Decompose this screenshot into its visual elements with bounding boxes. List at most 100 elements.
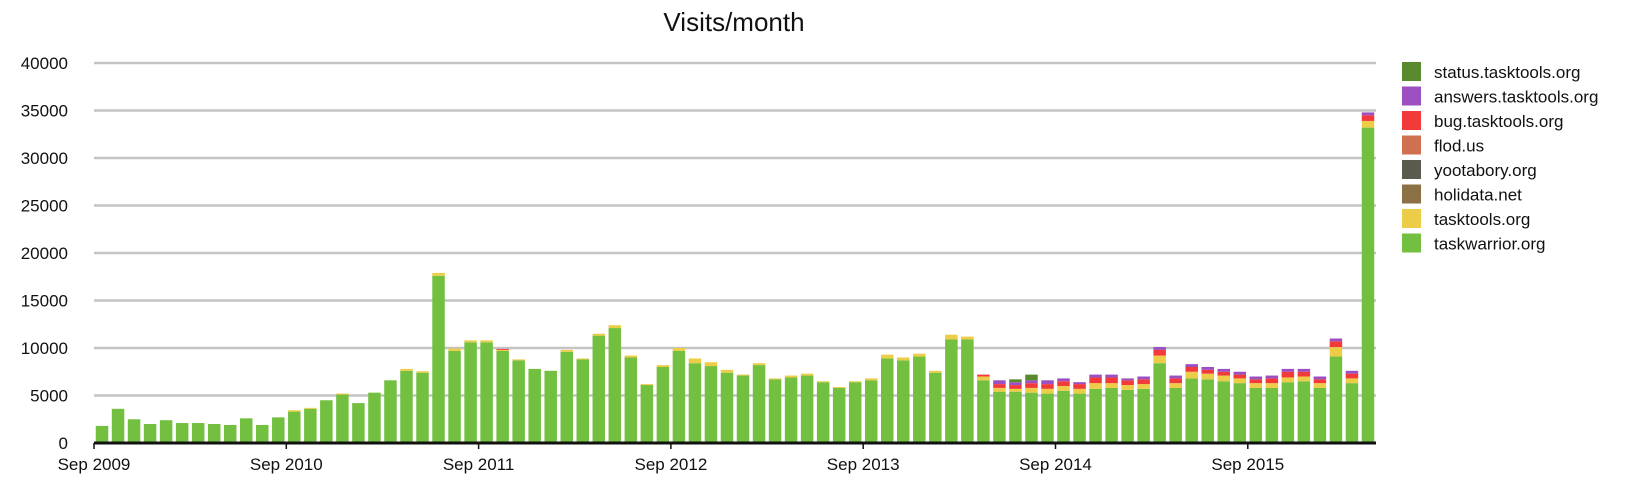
legend-swatch bbox=[1402, 209, 1421, 228]
bar-segment bbox=[624, 357, 638, 443]
bar-segment bbox=[913, 356, 926, 443]
bar-segment bbox=[1105, 377, 1118, 384]
bar-segment bbox=[1057, 386, 1070, 391]
bar-segment bbox=[1265, 378, 1279, 384]
bar-segment bbox=[1009, 385, 1022, 389]
bar-segment bbox=[432, 272, 445, 276]
bar-segment bbox=[945, 334, 958, 340]
bar-segment bbox=[496, 348, 509, 350]
bar-stack bbox=[1169, 375, 1182, 443]
bar-stack bbox=[528, 368, 541, 443]
bar-segment bbox=[961, 339, 974, 443]
bar-segment bbox=[880, 354, 894, 359]
bar-segment bbox=[832, 386, 846, 388]
bar-segment bbox=[1233, 378, 1247, 384]
bar-segment bbox=[961, 336, 974, 340]
bar-segment bbox=[993, 391, 1006, 443]
bar-segment bbox=[1249, 379, 1263, 384]
bar-stack bbox=[1233, 371, 1247, 443]
legend-swatch bbox=[1402, 233, 1421, 253]
bar-segment bbox=[1105, 387, 1118, 443]
legend-swatch bbox=[1402, 160, 1421, 179]
bar-stack bbox=[1089, 374, 1102, 443]
bar-stack bbox=[1185, 364, 1198, 443]
bar-segment bbox=[1185, 371, 1198, 379]
bar-stack bbox=[752, 363, 766, 443]
bar-segment bbox=[1169, 387, 1182, 443]
bar-segment bbox=[207, 424, 221, 443]
bar-segment bbox=[1185, 367, 1198, 372]
bar-segment bbox=[656, 365, 670, 367]
bar-stack bbox=[977, 374, 990, 443]
bar-segment bbox=[480, 340, 493, 343]
bar-segment bbox=[576, 359, 590, 443]
bar-stack bbox=[832, 386, 846, 443]
bar-stack bbox=[1329, 338, 1343, 443]
bar-segment bbox=[1121, 380, 1134, 386]
y-tick-label: 25000 bbox=[21, 197, 68, 216]
bar-segment bbox=[768, 379, 782, 443]
bar-segment bbox=[848, 381, 862, 383]
bar-segment bbox=[1009, 391, 1022, 443]
bar-segment bbox=[352, 403, 365, 443]
bar-segment bbox=[977, 376, 990, 381]
bar-segment bbox=[880, 358, 894, 443]
bar-stack bbox=[848, 381, 862, 443]
bar-stack bbox=[1009, 379, 1022, 443]
bar-stack bbox=[720, 369, 734, 443]
bar-stack bbox=[1217, 368, 1231, 443]
bar-segment bbox=[1329, 347, 1343, 357]
bar-stack bbox=[560, 349, 573, 443]
bar-stack bbox=[111, 408, 125, 443]
legend-label: status.tasktools.org bbox=[1434, 63, 1580, 82]
x-tick-label: Sep 2013 bbox=[827, 455, 900, 474]
bar-segment bbox=[1089, 377, 1102, 384]
bar-segment bbox=[1025, 387, 1038, 393]
bar-segment bbox=[704, 362, 718, 367]
bar-stack bbox=[239, 418, 253, 443]
bar-segment bbox=[929, 370, 942, 373]
bar-segment bbox=[1313, 379, 1327, 384]
bar-stack bbox=[288, 410, 301, 443]
bar-segment bbox=[1153, 355, 1166, 364]
bar-stack bbox=[512, 359, 525, 443]
bar-stack bbox=[432, 272, 445, 443]
bar-segment bbox=[768, 378, 782, 380]
legend-label: flod.us bbox=[1434, 137, 1484, 156]
bar-segment bbox=[1137, 379, 1150, 385]
bar-segment bbox=[416, 371, 429, 373]
bar-segment bbox=[1041, 388, 1054, 394]
bar-segment bbox=[528, 368, 541, 443]
bar-segment bbox=[1201, 373, 1214, 380]
bar-segment bbox=[1153, 363, 1166, 443]
bar-stack bbox=[784, 375, 798, 443]
bar-segment bbox=[784, 377, 798, 443]
bar-stack bbox=[1105, 374, 1118, 443]
bar-stack bbox=[1057, 378, 1070, 443]
bar-segment bbox=[1313, 387, 1327, 443]
bar-segment bbox=[993, 384, 1006, 388]
bar-segment bbox=[256, 424, 269, 443]
bar-segment bbox=[1217, 371, 1231, 376]
bar-segment bbox=[977, 380, 990, 443]
legend-label: yootabory.org bbox=[1434, 161, 1537, 180]
bar-segment bbox=[1313, 376, 1327, 380]
bar-segment bbox=[592, 333, 606, 336]
bar-segment bbox=[688, 363, 702, 443]
bar-segment bbox=[448, 350, 461, 443]
bar-stack bbox=[736, 374, 750, 443]
bar-segment bbox=[1217, 375, 1231, 382]
bar-segment bbox=[512, 359, 525, 361]
bar-segment bbox=[1153, 349, 1166, 356]
y-tick-label: 0 bbox=[59, 434, 68, 453]
y-tick-label: 40000 bbox=[21, 54, 68, 73]
bar-segment bbox=[127, 419, 141, 443]
bar-segment bbox=[1361, 120, 1375, 128]
bar-stack bbox=[816, 381, 830, 443]
bar-segment bbox=[1073, 382, 1086, 385]
bar-segment bbox=[448, 348, 461, 351]
bar-stack bbox=[800, 373, 814, 443]
bar-stack bbox=[1153, 347, 1166, 443]
bar-stack bbox=[1361, 112, 1375, 443]
